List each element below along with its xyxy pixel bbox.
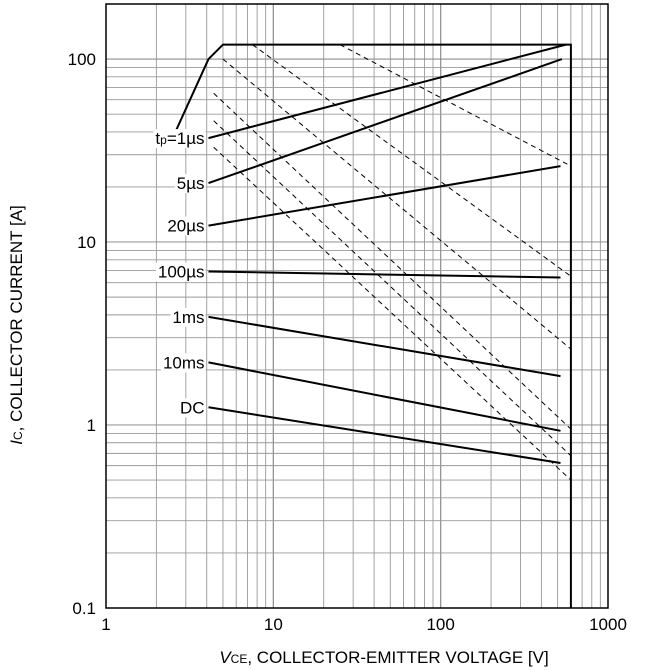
x-tick-label: 1 bbox=[101, 615, 110, 634]
y-tick-label: 0.1 bbox=[72, 599, 96, 618]
series-line bbox=[208, 165, 561, 227]
series-line bbox=[208, 43, 567, 140]
series-label-background bbox=[177, 398, 206, 418]
series-label: DC bbox=[180, 398, 205, 417]
series-label-background bbox=[153, 129, 206, 149]
series-label-background bbox=[174, 174, 206, 194]
series-line bbox=[208, 58, 563, 185]
series-label-background bbox=[160, 353, 206, 373]
x-tick-label: 1000 bbox=[589, 615, 627, 634]
series-label-background bbox=[165, 216, 206, 236]
y-tick-label: 100 bbox=[68, 50, 96, 69]
tick-labels: 1 10 100 1000 0.1 1 10 100 bbox=[68, 50, 627, 634]
plot-frame bbox=[105, 3, 609, 609]
y-tick-label: 10 bbox=[77, 233, 96, 252]
dashed-guide-line bbox=[339, 44, 572, 167]
series-lines bbox=[174, 43, 572, 608]
series-label: 1ms bbox=[172, 308, 204, 327]
x-tick-label: 100 bbox=[426, 615, 454, 634]
series-line bbox=[208, 361, 561, 432]
series-label: 100µs bbox=[158, 263, 205, 282]
dashed-guide-line bbox=[213, 92, 572, 430]
soa-boundary-line bbox=[174, 43, 572, 608]
series-line bbox=[208, 270, 561, 279]
series-label: 5µs bbox=[177, 174, 205, 193]
x-tick-label: 10 bbox=[264, 615, 283, 634]
dashed-guide-line bbox=[213, 146, 572, 481]
series-label-background bbox=[170, 307, 206, 327]
series-label-background bbox=[155, 262, 206, 282]
y-tick-label: 1 bbox=[87, 416, 96, 435]
series-labels: tp=1µs 5µs 20µs 100µs 1ms 10ms DC bbox=[153, 129, 206, 418]
x-axis-title: VCE, COLLECTOR-EMITTER VOLTAGE [V] bbox=[219, 648, 548, 667]
series-label: 10ms bbox=[163, 353, 205, 372]
dashed-guide-line bbox=[252, 44, 572, 277]
dashed-guide-line bbox=[222, 58, 572, 350]
dashed-guide-line bbox=[213, 120, 572, 457]
series-label: tp=1µs bbox=[155, 129, 204, 148]
series-line bbox=[208, 315, 561, 378]
dashed-guide-lines bbox=[213, 44, 572, 481]
series-line bbox=[208, 406, 561, 464]
chart-grid bbox=[106, 4, 608, 608]
series-label: 20µs bbox=[167, 217, 204, 236]
y-axis-title: IC, COLLECTOR CURRENT [A] bbox=[7, 205, 26, 445]
